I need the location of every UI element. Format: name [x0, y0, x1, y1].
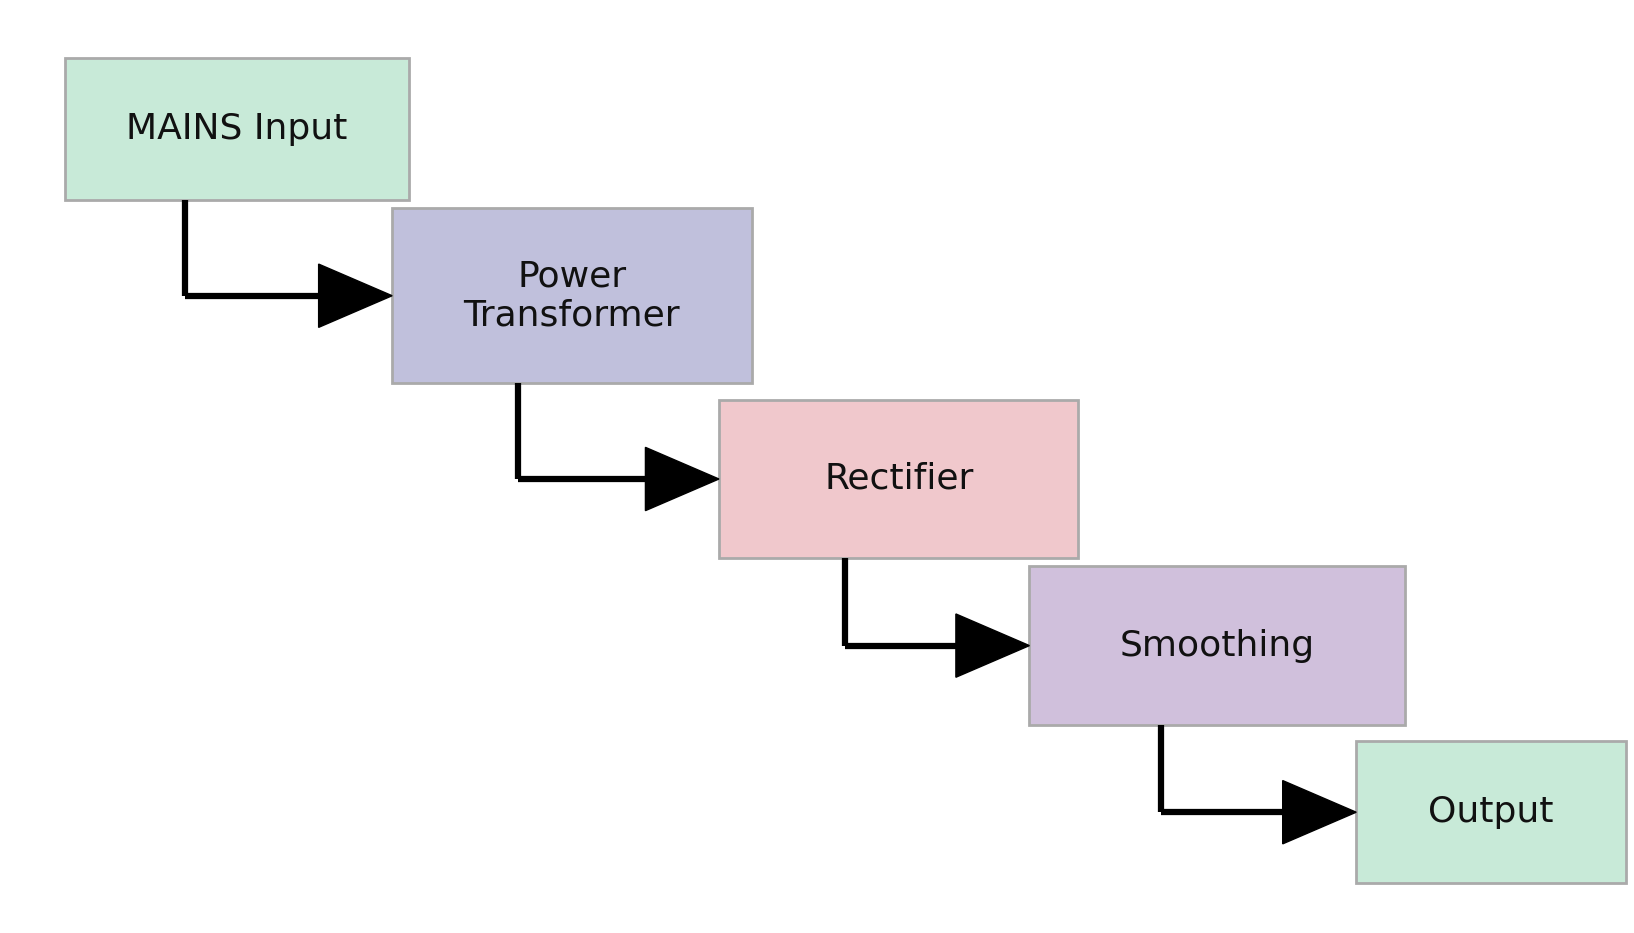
Text: Rectifier: Rectifier [824, 462, 974, 496]
Bar [719, 400, 1078, 558]
Text: Power
Transformer: Power Transformer [464, 259, 680, 332]
Text: Output: Output [1428, 795, 1554, 829]
Bar [392, 208, 752, 383]
Polygon shape [319, 264, 392, 327]
Text: Smoothing: Smoothing [1119, 629, 1315, 662]
Text: MAINS Input: MAINS Input [126, 112, 348, 146]
Polygon shape [956, 614, 1029, 677]
Polygon shape [645, 447, 719, 510]
Bar [1356, 742, 1626, 883]
Polygon shape [1283, 781, 1356, 843]
Bar [1029, 566, 1405, 725]
Bar [65, 59, 408, 200]
